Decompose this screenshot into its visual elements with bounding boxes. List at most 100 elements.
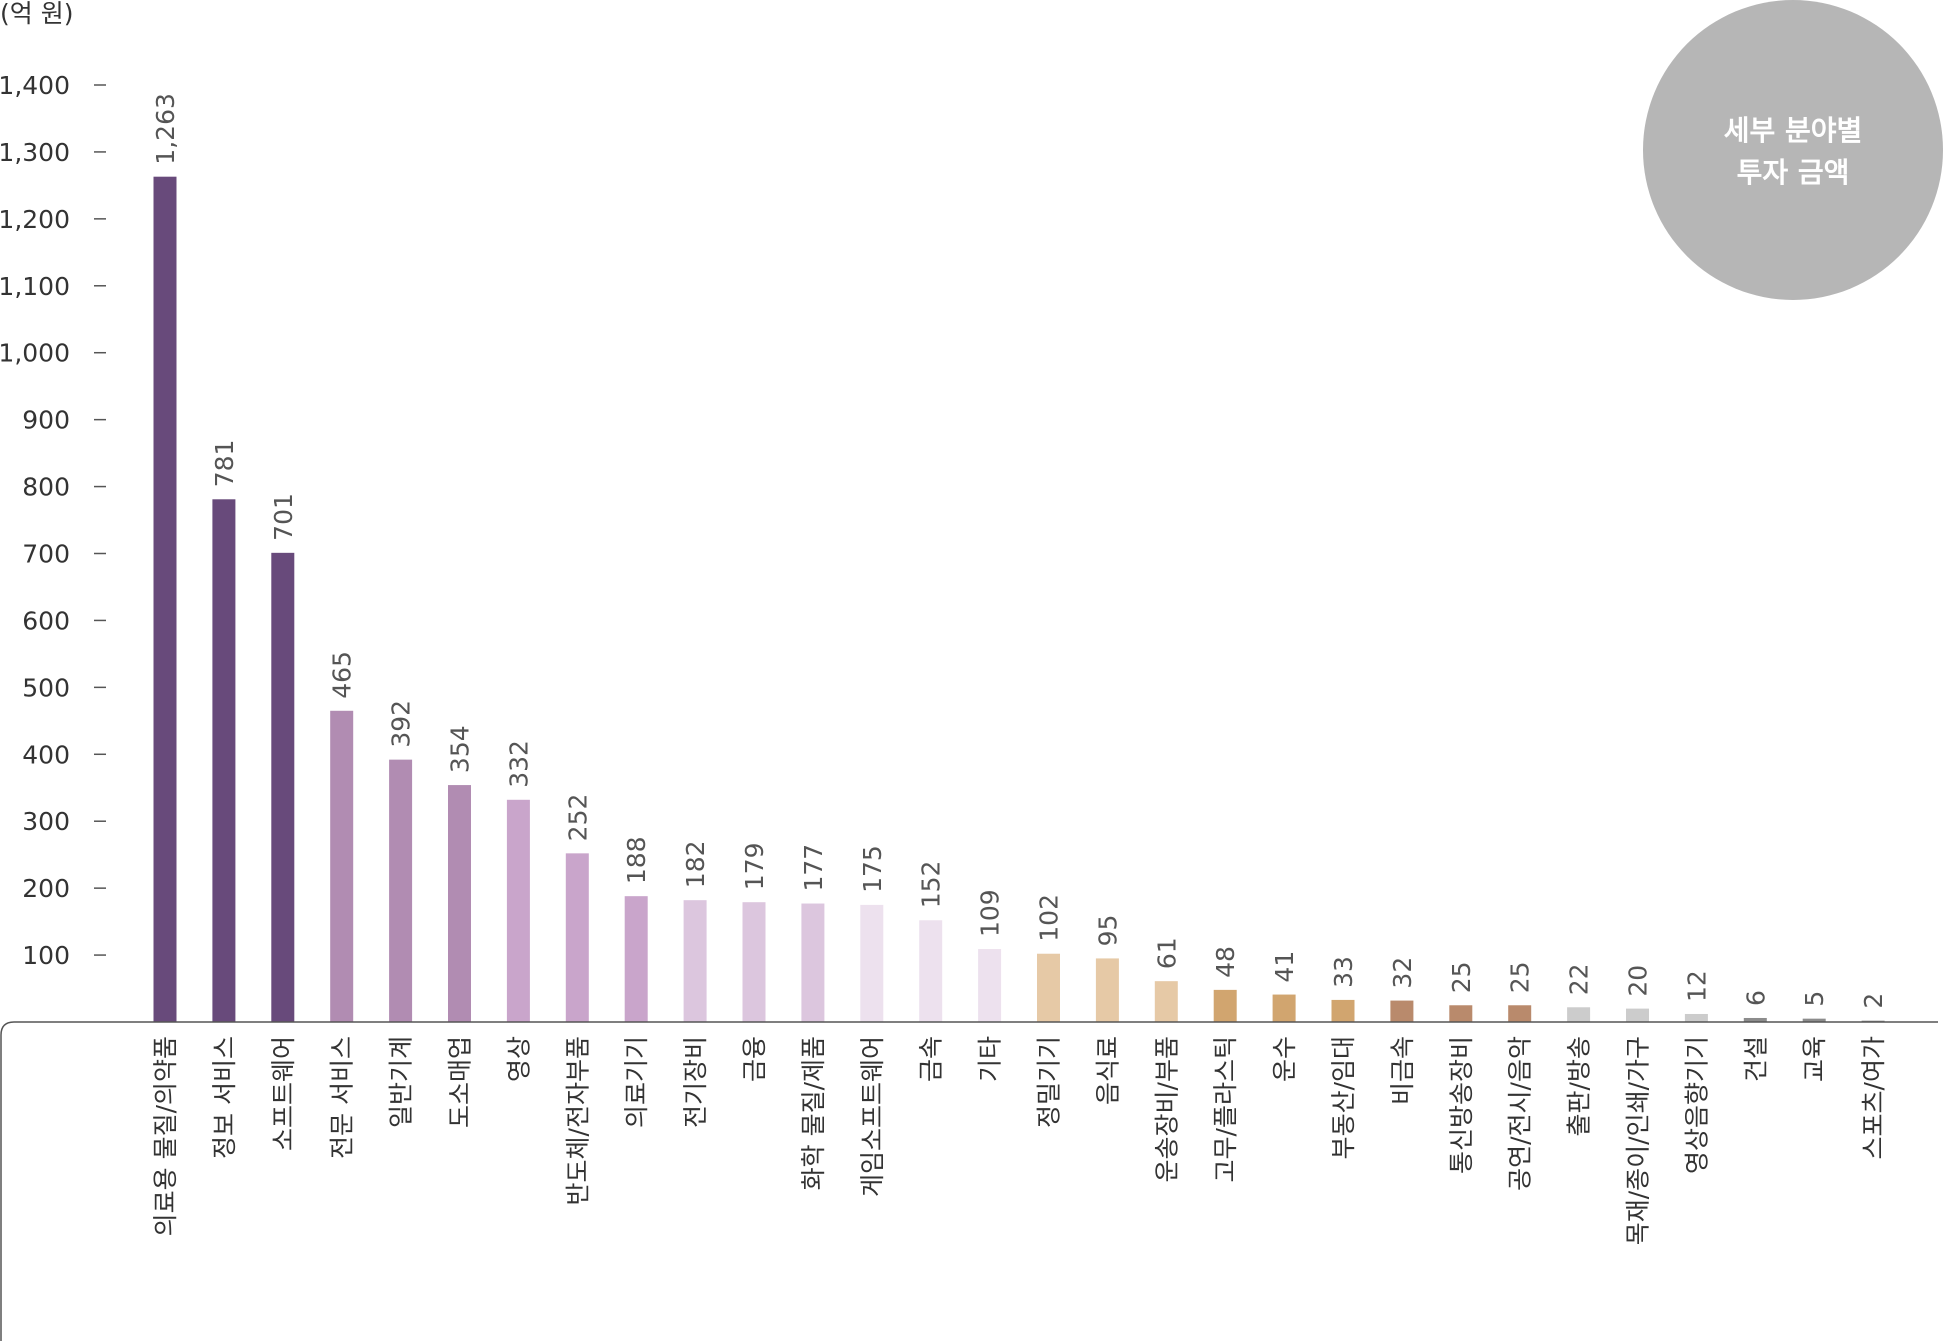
category-label: 금속 xyxy=(917,1036,946,1082)
value-label: 701 xyxy=(269,493,298,541)
y-tick-label: 1,200 xyxy=(0,205,70,234)
value-label: 95 xyxy=(1093,915,1122,947)
category-label: 의료용 물질/의약품 xyxy=(151,1036,180,1236)
bar xyxy=(1154,981,1178,1022)
bar xyxy=(1508,1005,1532,1022)
bar xyxy=(919,920,943,1022)
category-label: 전문 서비스 xyxy=(328,1036,357,1159)
value-label: 32 xyxy=(1388,957,1417,989)
category-label: 금융 xyxy=(740,1036,769,1082)
bar xyxy=(1449,1005,1473,1022)
category-label: 스포츠/여가 xyxy=(1859,1036,1888,1159)
badge-circle xyxy=(1643,0,1943,300)
y-tick-label: 800 xyxy=(22,473,70,502)
value-label: 25 xyxy=(1447,961,1476,993)
value-label: 781 xyxy=(210,440,239,488)
value-label: 177 xyxy=(799,844,828,892)
value-label: 109 xyxy=(976,889,1005,937)
category-label: 반도체/전자부품 xyxy=(563,1036,592,1205)
value-label: 1,263 xyxy=(151,93,180,165)
y-tick-label: 600 xyxy=(22,606,70,635)
y-tick-label: 1,100 xyxy=(0,272,70,301)
value-label: 392 xyxy=(387,700,416,748)
value-label: 188 xyxy=(622,836,651,884)
category-label: 영상음향기기 xyxy=(1682,1036,1711,1174)
category-labels-group: 의료용 물질/의약품 정보 서비스 소프트웨어 전문 서비스 일반기계 도소매업 영상 반도체… xyxy=(151,1036,1888,1245)
value-label: 6 xyxy=(1741,990,1770,1006)
value-label: 252 xyxy=(563,794,592,842)
y-tick-label: 300 xyxy=(22,807,70,836)
value-label: 48 xyxy=(1211,946,1240,978)
bar xyxy=(1802,1018,1826,1022)
x-axis-baseline xyxy=(0,1021,1938,1341)
y-tick-label: 700 xyxy=(22,540,70,569)
y-tick-label: 1,300 xyxy=(0,138,70,167)
bar xyxy=(389,759,413,1022)
value-label: 152 xyxy=(917,861,946,909)
category-label: 비금속 xyxy=(1388,1036,1417,1105)
y-axis-unit-label: (억 원) xyxy=(0,0,73,28)
value-label: 354 xyxy=(446,725,475,773)
category-label: 정보 서비스 xyxy=(210,1036,239,1159)
category-label: 교육 xyxy=(1800,1036,1829,1082)
bar xyxy=(1331,999,1355,1022)
value-label: 41 xyxy=(1270,951,1299,983)
bar xyxy=(330,710,354,1022)
value-label: 102 xyxy=(1035,894,1064,942)
category-label: 정밀기기 xyxy=(1035,1036,1064,1128)
bar xyxy=(683,900,707,1022)
category-label: 기타 xyxy=(976,1036,1005,1082)
value-label: 332 xyxy=(504,740,533,788)
bars-group xyxy=(153,176,1885,1023)
category-label: 의료기기 xyxy=(622,1036,651,1128)
bar xyxy=(978,949,1002,1022)
y-tick-label: 100 xyxy=(22,941,70,970)
category-label: 고무/플라스틱 xyxy=(1211,1036,1240,1182)
badge-line-2: 투자 금액 xyxy=(1737,156,1850,189)
bar xyxy=(506,799,530,1022)
y-tick-label: 900 xyxy=(22,406,70,435)
category-label: 도소매업 xyxy=(446,1036,475,1128)
y-tick-label: 200 xyxy=(22,874,70,903)
value-label: 33 xyxy=(1329,956,1358,988)
category-label: 일반기계 xyxy=(387,1036,416,1128)
category-label: 음식료 xyxy=(1093,1036,1122,1105)
value-label: 179 xyxy=(740,842,769,890)
bar xyxy=(1213,989,1237,1022)
category-label: 공연/전시/음악 xyxy=(1506,1036,1535,1191)
value-label: 20 xyxy=(1624,965,1653,997)
category-label: 게임소프트웨어 xyxy=(858,1036,887,1197)
y-axis: 100 200 300 400 500 600 700 800 900 1,000 1,100 1,2… xyxy=(0,71,106,970)
category-label: 목재/종이/인쇄/가구 xyxy=(1624,1036,1653,1245)
value-label: 12 xyxy=(1682,970,1711,1002)
category-label: 출판/방송 xyxy=(1565,1036,1594,1136)
category-label: 전기장비 xyxy=(681,1036,710,1128)
value-label: 25 xyxy=(1506,961,1535,993)
value-label: 5 xyxy=(1800,991,1829,1007)
category-label: 부동산/임대 xyxy=(1329,1036,1358,1159)
y-tick-label: 500 xyxy=(22,673,70,702)
category-label: 통신방송장비 xyxy=(1447,1036,1476,1174)
category-label: 영상 xyxy=(504,1036,533,1082)
bar xyxy=(624,896,648,1022)
value-label: 61 xyxy=(1152,937,1181,969)
bar xyxy=(1567,1007,1591,1022)
bar xyxy=(1390,1000,1414,1022)
bar xyxy=(860,904,884,1022)
bar xyxy=(1095,958,1119,1022)
value-label: 175 xyxy=(858,845,887,893)
category-label: 운수 xyxy=(1270,1036,1299,1082)
value-label: 2 xyxy=(1859,993,1888,1009)
bar xyxy=(801,903,825,1022)
badge-line-1: 세부 분야별 xyxy=(1724,114,1863,147)
value-label: 465 xyxy=(328,651,357,699)
bar xyxy=(742,902,766,1022)
bar xyxy=(1626,1008,1649,1022)
bar xyxy=(448,785,471,1022)
category-label: 소프트웨어 xyxy=(269,1036,298,1151)
bar xyxy=(1743,1017,1767,1022)
bar xyxy=(271,552,295,1022)
category-label: 화학 물질/제품 xyxy=(799,1036,828,1190)
bar xyxy=(565,853,589,1022)
